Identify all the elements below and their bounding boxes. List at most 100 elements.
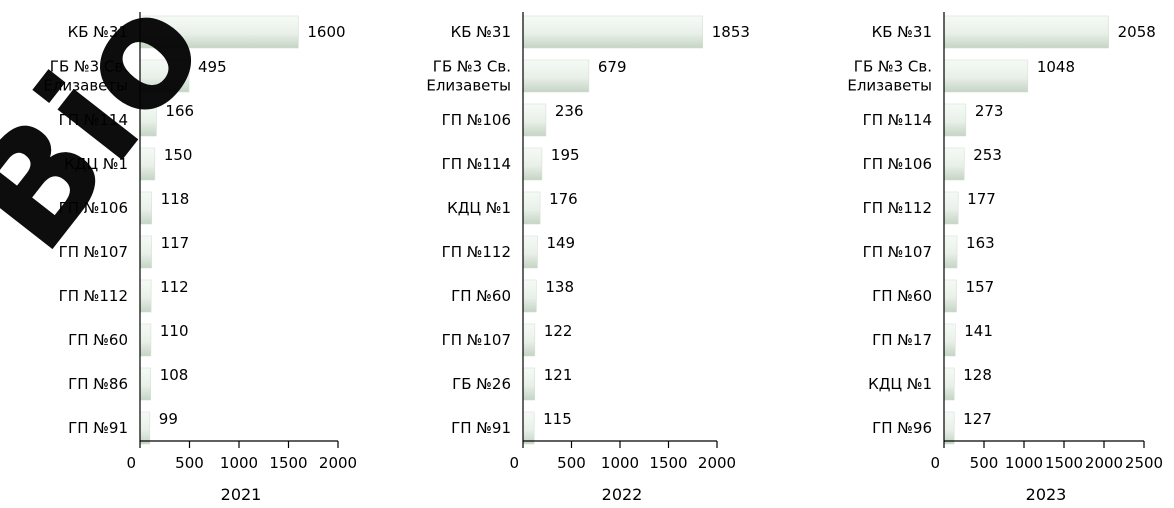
chart-panel-2022: КБ №31 1853 ГБ №3 Св.Елизаветы 679 ГП №106 23… bbox=[426, 12, 750, 504]
value-label: 1853 bbox=[712, 23, 750, 41]
category-label: ГП №107 bbox=[442, 331, 511, 349]
chart-title: 2022 bbox=[602, 485, 643, 504]
bar bbox=[522, 235, 538, 269]
bar bbox=[522, 279, 537, 313]
value-label: 122 bbox=[544, 322, 573, 340]
category-label: ГП №112 bbox=[59, 287, 128, 305]
bar bbox=[522, 367, 536, 401]
category-label: КБ №31 bbox=[872, 23, 932, 41]
value-label: 495 bbox=[198, 58, 227, 76]
x-tick-label: 2000 bbox=[698, 454, 736, 472]
bar bbox=[943, 103, 967, 137]
chart-panel-2021: КБ №31 1600 ГБ №3 Св.Елизаветы 495 ГП №114 16… bbox=[43, 12, 357, 504]
x-tick-label: 1000 bbox=[601, 454, 639, 472]
value-label: 176 bbox=[549, 190, 578, 208]
chart-title: 2021 bbox=[221, 485, 262, 504]
bar bbox=[522, 15, 704, 49]
category-label: КДЦ №1 bbox=[868, 375, 932, 393]
x-tick-label: 0 bbox=[509, 454, 519, 472]
bar bbox=[943, 147, 965, 181]
category-label: ГП №60 bbox=[451, 287, 511, 305]
category-label: КБ №31 bbox=[451, 23, 511, 41]
bar bbox=[139, 279, 152, 313]
value-label: 99 bbox=[159, 410, 178, 428]
value-label: 141 bbox=[964, 322, 993, 340]
value-label: 177 bbox=[967, 190, 996, 208]
bar bbox=[943, 15, 1109, 49]
x-tick-label: 2500 bbox=[1125, 454, 1163, 472]
category-label: ГП №96 bbox=[872, 419, 932, 437]
value-label: 127 bbox=[963, 410, 992, 428]
x-tick-label: 2000 bbox=[1085, 454, 1123, 472]
category-label: ГП №106 bbox=[59, 199, 128, 217]
bar bbox=[139, 411, 151, 445]
chart-title: 2023 bbox=[1026, 485, 1067, 504]
value-label: 273 bbox=[975, 102, 1004, 120]
bar bbox=[522, 323, 536, 357]
category-label: ГП №106 bbox=[442, 111, 511, 129]
bar bbox=[943, 191, 959, 225]
value-label: 157 bbox=[966, 278, 995, 296]
x-tick-label: 0 bbox=[930, 454, 940, 472]
value-label: 149 bbox=[546, 234, 575, 252]
bar bbox=[943, 279, 957, 313]
category-label: ГБ №3 Св. bbox=[433, 58, 511, 76]
category-label: ГП №106 bbox=[863, 155, 932, 173]
x-tick-label: 2000 bbox=[319, 454, 357, 472]
category-label: ГП №107 bbox=[863, 243, 932, 261]
x-tick-label: 1500 bbox=[1045, 454, 1083, 472]
x-tick-label: 1500 bbox=[269, 454, 307, 472]
category-label: КДЦ №1 bbox=[64, 155, 128, 173]
value-label: 138 bbox=[545, 278, 574, 296]
category-label: ГП №91 bbox=[451, 419, 511, 437]
value-label: 679 bbox=[598, 58, 627, 76]
bar bbox=[139, 147, 156, 181]
value-label: 110 bbox=[160, 322, 189, 340]
value-label: 163 bbox=[966, 234, 995, 252]
category-label: ГП №112 bbox=[442, 243, 511, 261]
value-label: 112 bbox=[160, 278, 189, 296]
category-label: ГП №114 bbox=[863, 111, 932, 129]
x-tick-label: 500 bbox=[175, 454, 204, 472]
x-tick-label: 0 bbox=[126, 454, 136, 472]
value-label: 195 bbox=[551, 146, 580, 164]
value-label: 253 bbox=[973, 146, 1002, 164]
category-label: ГП №60 bbox=[68, 331, 128, 349]
chart-panel-2023: КБ №31 2058 ГБ №3 Св.Елизаветы 1048 ГП №114 2… bbox=[847, 12, 1163, 504]
category-label: ГП №107 bbox=[59, 243, 128, 261]
x-tick-label: 1500 bbox=[649, 454, 687, 472]
value-label: 128 bbox=[963, 366, 992, 384]
bar bbox=[139, 235, 152, 269]
value-label: 236 bbox=[555, 102, 584, 120]
category-label: ГП №114 bbox=[59, 111, 128, 129]
x-tick-label: 1000 bbox=[1005, 454, 1043, 472]
bar bbox=[943, 367, 955, 401]
value-label: 2058 bbox=[1118, 23, 1156, 41]
x-tick-label: 500 bbox=[970, 454, 999, 472]
category-label: КДЦ №1 bbox=[447, 199, 511, 217]
value-label: 1048 bbox=[1037, 58, 1075, 76]
bar bbox=[139, 15, 299, 49]
bar bbox=[139, 323, 152, 357]
bar bbox=[943, 323, 956, 357]
bar bbox=[943, 235, 958, 269]
bar bbox=[522, 103, 547, 137]
bar bbox=[139, 367, 151, 401]
value-label: 115 bbox=[543, 410, 572, 428]
value-label: 121 bbox=[544, 366, 573, 384]
bar bbox=[139, 191, 152, 225]
category-label: Елизаветы bbox=[847, 77, 932, 95]
value-label: 150 bbox=[164, 146, 193, 164]
category-label: ГП №114 bbox=[442, 155, 511, 173]
bar bbox=[139, 59, 190, 93]
bar bbox=[943, 411, 955, 445]
category-label: ГП №91 bbox=[68, 419, 128, 437]
category-label: ГБ №3 Св. bbox=[50, 58, 128, 76]
bar bbox=[522, 191, 541, 225]
value-label: 1600 bbox=[307, 23, 345, 41]
value-label: 118 bbox=[161, 190, 190, 208]
value-label: 166 bbox=[165, 102, 194, 120]
bar bbox=[139, 103, 157, 137]
category-label: ГП №17 bbox=[872, 331, 932, 349]
